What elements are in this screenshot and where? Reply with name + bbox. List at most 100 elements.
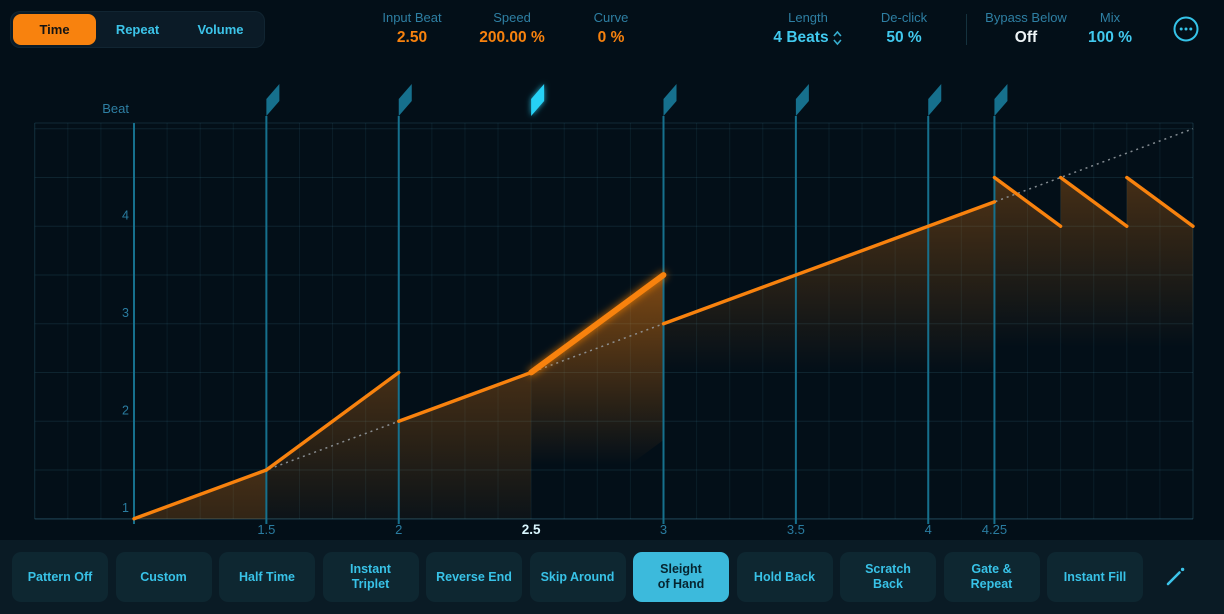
param-bypass-below[interactable]: Bypass Below Off <box>985 10 1067 48</box>
param-value[interactable]: 0 % <box>594 28 629 48</box>
param-value-text: 200.00 % <box>479 29 545 46</box>
pattern-button-line: Back <box>873 577 903 591</box>
pattern-button-custom[interactable]: Custom <box>115 552 212 602</box>
pattern-button-instant-triplet[interactable]: Instant Triplet <box>322 552 419 602</box>
pattern-button-line: Hold Back <box>753 569 816 584</box>
pattern-button-line: of Hand <box>657 577 705 591</box>
param-value[interactable]: 100 % <box>1088 28 1132 48</box>
param-label: Mix <box>1099 10 1121 25</box>
slice-flag-handle[interactable] <box>795 84 809 116</box>
param-de-click[interactable]: De-click 50 % <box>881 10 927 48</box>
param-value-text: Off <box>1014 29 1038 46</box>
pattern-button-line: Custom <box>140 569 187 584</box>
pencil-icon <box>1166 567 1185 586</box>
pattern-segment[interactable] <box>1125 175 1195 228</box>
slice-flag-handle[interactable] <box>994 84 1008 116</box>
segment-glow <box>1060 177 1127 392</box>
ellipsis-circle-icon <box>1173 16 1199 42</box>
view-tab-switcher: Time Repeat Volume <box>10 11 265 48</box>
pattern-button-line: Scratch <box>865 562 911 576</box>
x-tick-label: 3.5 <box>787 522 805 537</box>
segment-glow <box>994 177 1061 392</box>
y-tick-label: 2 <box>122 403 129 417</box>
pattern-button-reverse-end[interactable]: Reverse End <box>426 552 522 602</box>
param-length[interactable]: Length 4 Beats <box>773 10 842 48</box>
pattern-button-gate-repeat[interactable]: Gate & Repeat <box>943 552 1040 602</box>
pattern-button-line: Instant Fill <box>1063 569 1127 584</box>
param-value[interactable]: 4 Beats <box>773 28 842 48</box>
playhead-slice-flag[interactable] <box>531 84 545 116</box>
pattern-segment[interactable] <box>132 468 269 521</box>
param-label: Input Beat <box>382 10 442 25</box>
pattern-segment[interactable] <box>1058 175 1129 228</box>
param-mix[interactable]: Mix 100 % <box>1088 10 1132 48</box>
pattern-button-line: Instant <box>350 562 391 576</box>
x-tick-label: 2 <box>395 522 402 537</box>
param-value-text: 50 % <box>886 29 922 46</box>
segment-glow <box>663 201 995 489</box>
y-tick-label: 4 <box>122 208 129 222</box>
param-label: Bypass Below <box>985 10 1067 25</box>
y-tick-label: 3 <box>122 306 129 320</box>
param-curve[interactable]: Curve 0 % <box>594 10 629 48</box>
segment-glow <box>1126 177 1193 392</box>
tab-repeat[interactable]: Repeat <box>115 22 160 37</box>
param-speed[interactable]: Speed 200.00 % <box>479 10 545 48</box>
more-options-button[interactable] <box>1171 14 1201 44</box>
pattern-button-line: Skip Around <box>540 569 615 584</box>
y-axis-title: Beat <box>102 101 129 116</box>
pattern-button-hold-back[interactable]: Hold Back <box>736 552 833 602</box>
tab-volume[interactable]: Volume <box>197 22 244 37</box>
pattern-button-line: Reverse End <box>436 569 512 584</box>
x-tick-label-active: 2.5 <box>522 522 541 537</box>
pattern-button-line: Sleight <box>660 562 702 576</box>
param-input-beat[interactable]: Input Beat 2.50 <box>382 10 441 48</box>
pattern-button-row: Pattern Off Custom Half Time Instant Triplet… <box>12 552 1143 602</box>
param-value-text: 0 % <box>597 29 625 46</box>
param-value-text: 4 Beats <box>773 29 829 46</box>
tab-time[interactable]: Time <box>13 14 96 45</box>
pattern-segment[interactable] <box>661 200 997 326</box>
x-tick-label: 4.25 <box>982 522 1007 537</box>
param-value-text: 100 % <box>1088 29 1132 46</box>
pattern-button-line: Triplet <box>351 577 390 591</box>
pattern-button-line: Repeat <box>970 577 1013 591</box>
pattern-segment[interactable] <box>992 175 1063 228</box>
pattern-button-half-time[interactable]: Half Time <box>219 552 315 602</box>
pattern-button-instant-fill[interactable]: Instant Fill <box>1047 552 1143 602</box>
param-value[interactable]: Off <box>985 28 1067 48</box>
active-pattern-segment[interactable] <box>528 272 667 376</box>
pattern-segment[interactable] <box>264 370 401 472</box>
pattern-button-line: Gate & <box>971 562 1012 576</box>
pattern-button-line: Half Time <box>238 569 296 584</box>
param-label: Length <box>788 10 828 25</box>
y-tick-label: 1 <box>122 501 129 515</box>
param-value[interactable]: 200.00 % <box>479 28 545 48</box>
parameter-header: Time Repeat Volume Input Beat 2.50 Speed 200.… <box>0 0 1224 56</box>
stepper-chevrons-icon[interactable] <box>833 29 843 47</box>
pattern-button-sleight-of-hand[interactable]: Sleight of Hand <box>633 552 729 602</box>
slice-flag-handle[interactable] <box>928 84 942 116</box>
slice-flag-handle[interactable] <box>266 84 280 116</box>
pattern-edit-button[interactable] <box>1155 557 1195 597</box>
x-tick-label: 3 <box>660 522 667 537</box>
param-label: Speed <box>493 10 531 25</box>
pattern-button-skip-around[interactable]: Skip Around <box>529 552 626 602</box>
param-label: De-click <box>880 10 928 25</box>
param-value-text: 2.50 <box>396 29 428 46</box>
slice-flag-handle[interactable] <box>398 84 412 116</box>
header-divider <box>966 14 967 45</box>
pattern-button-pattern-off[interactable]: Pattern Off <box>12 552 108 602</box>
x-tick-label: 1.5 <box>257 522 275 537</box>
param-value[interactable]: 2.50 <box>382 28 441 48</box>
param-label: Curve <box>593 10 629 25</box>
param-value[interactable]: 50 % <box>881 28 927 48</box>
slice-flag-handle[interactable] <box>663 84 677 116</box>
pattern-bar: Pattern Off Custom Half Time Instant Triplet… <box>0 540 1224 614</box>
pattern-segment[interactable] <box>397 370 533 423</box>
pattern-button-scratch-back[interactable]: Scratch Back <box>840 552 936 602</box>
x-tick-label: 4 <box>925 522 932 537</box>
pattern-button-line: Pattern Off <box>27 569 93 584</box>
